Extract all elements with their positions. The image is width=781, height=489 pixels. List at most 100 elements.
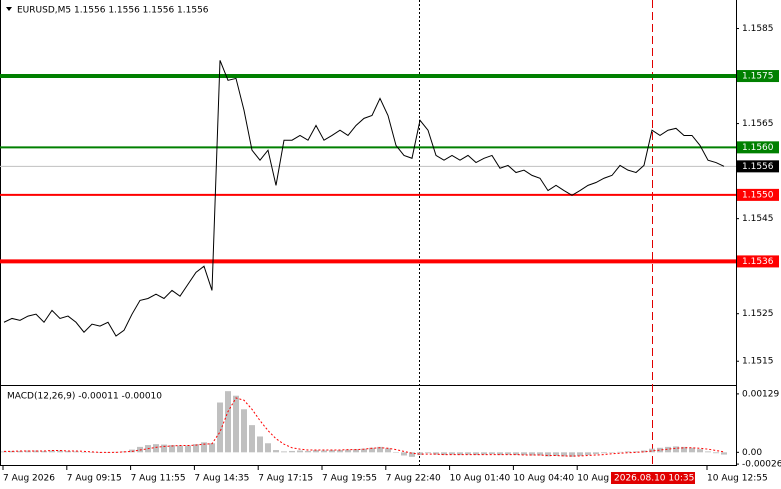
macd-bar [585,452,591,456]
macd-bar [449,452,455,455]
signal-line [4,397,725,457]
macd-bar [657,447,663,453]
macd-bar [65,450,71,453]
macd-bar [505,452,511,455]
macd-bar [89,452,95,453]
macd-bar [665,446,671,453]
macd-bar [409,452,415,457]
macd-bar [329,450,335,453]
macd-bar [401,452,407,456]
macd-bar [689,447,695,453]
level-label: 1.1560 [742,143,774,153]
crosshair-label: 2026.08.10 10:35 [614,474,694,484]
x-tick-label: 7 Aug 19:55 [322,474,377,484]
macd-bar [313,450,319,453]
macd-bar [521,452,527,456]
macd-bar [257,436,263,453]
macd-bar [641,450,647,453]
macd-bar [81,452,87,453]
macd-bar [289,450,295,453]
macd-bar [169,445,175,453]
y-tick-label: 1.1545 [742,214,774,224]
macd-bar [649,448,655,453]
price-line [3,60,725,337]
y-tick-label: 1.1515 [742,357,774,367]
level-label-box [737,188,779,201]
last-price-box [737,160,779,173]
macd-bar [433,452,439,455]
x-tick-label: 7 Aug 11:55 [131,474,186,484]
macd-bar [601,452,607,454]
macd-bar [321,450,327,453]
level-label-box [737,255,779,268]
macd-bar [369,447,375,453]
x-tick-label: 7 Aug 2026 [3,474,55,484]
level-label: 1.1550 [742,190,774,200]
macd-bar [225,391,231,453]
y-tick-label: 1.1565 [742,119,774,129]
last-price-label: 1.1556 [742,162,774,172]
macd-bar [337,450,343,453]
macd-bar [625,451,631,453]
macd-bar [73,451,79,453]
macd-bar [633,451,639,453]
macd-bar [473,452,479,456]
x-tick-label: 10 Aug [577,474,609,484]
chart-title: EURUSD,M5 1.1556 1.1556 1.1556 1.1556 [17,6,209,16]
y-tick-label: -0.00026 [742,460,781,470]
x-tick-label: 10 Aug 04:40 [513,474,574,484]
macd-bar [241,409,247,453]
y-tick-label: 0.00129 [742,389,779,399]
macd-bar [161,444,167,453]
macd-bar [529,452,535,456]
macd-bar [233,395,239,453]
macd-bar [577,452,583,456]
x-tick-label: 7 Aug 14:35 [194,474,249,484]
macd-bar [713,452,719,454]
macd-bar [617,451,623,453]
x-tick-label: 7 Aug 09:15 [67,474,122,484]
macd-bar [697,449,703,453]
level-label: 1.1536 [742,257,774,267]
macd-bar [537,452,543,456]
macd-bar [497,452,503,456]
macd-bar [553,452,559,456]
x-tick-label: 10 Aug 12:55 [707,474,768,484]
macd-bar [545,452,551,457]
macd-bar [457,452,463,456]
macd-bar [393,452,399,453]
macd-bar [281,451,287,453]
macd-bar [201,442,207,453]
macd-bar [193,444,199,453]
macd-bar [513,452,519,456]
macd-bar [17,450,23,453]
macd-bar [273,450,279,453]
macd-bar [41,450,47,453]
level-label-box [737,141,779,154]
macd-title: MACD(12,26,9) -0.00011 -0.00010 [7,392,162,402]
macd-bar [721,452,727,455]
macd-bar [417,452,423,456]
macd-bar [441,452,447,456]
macd-bar [249,425,255,453]
macd-bar [345,449,351,453]
macd-bar [569,452,575,457]
macd-bar [57,450,63,453]
macd-bar [177,445,183,453]
level-label-box [737,70,779,83]
macd-bar [9,450,15,453]
macd-bar [385,448,391,453]
macd-bar [609,452,615,453]
macd-bar [705,451,711,453]
macd-bar [481,452,487,455]
crosshair-label-box [611,472,695,484]
macd-bar [593,452,599,455]
macd-bar [209,443,215,453]
macd-bar [681,446,687,453]
macd-bar [361,448,367,453]
x-tick-label: 7 Aug 22:40 [386,474,441,484]
x-tick-label: 7 Aug 17:15 [258,474,313,484]
macd-bar [673,446,679,453]
